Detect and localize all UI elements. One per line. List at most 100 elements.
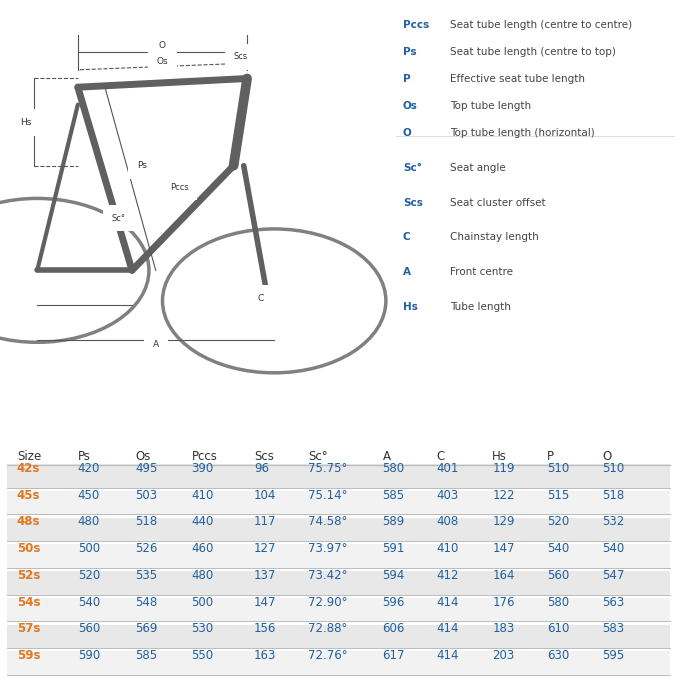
Text: O: O (603, 449, 612, 462)
Text: 606: 606 (383, 622, 405, 635)
Text: 540: 540 (547, 542, 569, 555)
Text: 420: 420 (78, 462, 100, 475)
Text: 594: 594 (383, 569, 405, 582)
Text: Top tube length: Top tube length (450, 101, 531, 111)
Text: 401: 401 (437, 462, 459, 475)
Text: 610: 610 (547, 622, 569, 635)
Text: 560: 560 (547, 569, 569, 582)
Text: 510: 510 (603, 462, 625, 475)
Text: O: O (159, 41, 166, 51)
Text: 520: 520 (547, 515, 569, 528)
Text: 72.76°: 72.76° (308, 649, 348, 662)
Text: 48s: 48s (17, 515, 41, 528)
Text: 595: 595 (603, 649, 625, 662)
Text: 410: 410 (437, 542, 459, 555)
Text: 129: 129 (492, 515, 515, 528)
FancyBboxPatch shape (7, 491, 670, 514)
Text: 460: 460 (192, 542, 214, 555)
Text: 203: 203 (492, 649, 515, 662)
Text: 137: 137 (254, 569, 276, 582)
Text: Seat angle: Seat angle (450, 163, 506, 172)
Text: 580: 580 (383, 462, 405, 475)
Text: Ps: Ps (78, 449, 91, 462)
Text: P: P (547, 449, 554, 462)
FancyBboxPatch shape (7, 571, 670, 594)
Text: 503: 503 (135, 488, 158, 501)
Text: 530: 530 (192, 622, 214, 635)
Text: 72.90°: 72.90° (308, 596, 347, 609)
Text: 585: 585 (135, 649, 158, 662)
Text: P: P (403, 74, 410, 83)
FancyBboxPatch shape (7, 624, 670, 648)
Text: 518: 518 (603, 488, 625, 501)
Text: Seat tube length (centre to centre): Seat tube length (centre to centre) (450, 20, 632, 29)
Text: 147: 147 (254, 596, 276, 609)
Text: 75.75°: 75.75° (308, 462, 347, 475)
FancyBboxPatch shape (7, 464, 670, 488)
Text: 156: 156 (254, 622, 276, 635)
Text: 515: 515 (547, 488, 569, 501)
Text: 440: 440 (192, 515, 214, 528)
Text: 580: 580 (547, 596, 569, 609)
Text: 176: 176 (492, 596, 515, 609)
FancyBboxPatch shape (7, 651, 670, 675)
Text: 412: 412 (437, 569, 459, 582)
Text: 617: 617 (383, 649, 405, 662)
Text: Size: Size (17, 449, 41, 462)
Text: 518: 518 (135, 515, 158, 528)
Text: C: C (437, 449, 445, 462)
Text: 450: 450 (78, 488, 100, 501)
Text: Chainstay length: Chainstay length (450, 233, 539, 242)
Text: 540: 540 (603, 542, 625, 555)
Text: Seat tube length (centre to top): Seat tube length (centre to top) (450, 47, 616, 57)
Text: 414: 414 (437, 649, 459, 662)
Text: 117: 117 (254, 515, 276, 528)
Text: 630: 630 (547, 649, 569, 662)
Text: 596: 596 (383, 596, 405, 609)
FancyBboxPatch shape (7, 518, 670, 541)
Text: Ps: Ps (403, 47, 416, 57)
FancyBboxPatch shape (7, 598, 670, 622)
Text: Scs: Scs (254, 449, 274, 462)
Text: 403: 403 (437, 488, 459, 501)
Text: 560: 560 (78, 622, 100, 635)
Text: O: O (403, 128, 412, 137)
Text: 540: 540 (78, 596, 100, 609)
Text: Scs: Scs (403, 198, 422, 207)
Text: 96: 96 (254, 462, 269, 475)
Text: 408: 408 (437, 515, 459, 528)
Text: 73.42°: 73.42° (308, 569, 347, 582)
Text: 563: 563 (603, 596, 625, 609)
Text: 72.88°: 72.88° (308, 622, 347, 635)
Text: Sc°: Sc° (112, 213, 125, 222)
Text: Ps: Ps (137, 161, 147, 170)
Text: Hs: Hs (20, 118, 31, 127)
Text: 500: 500 (78, 542, 100, 555)
Text: Hs: Hs (403, 302, 418, 312)
Text: C: C (403, 233, 410, 242)
Text: 73.97°: 73.97° (308, 542, 347, 555)
Text: 127: 127 (254, 542, 276, 555)
Text: 480: 480 (78, 515, 100, 528)
Text: C: C (257, 294, 264, 303)
Text: 550: 550 (192, 649, 214, 662)
Text: 410: 410 (192, 488, 214, 501)
Text: Hs: Hs (492, 449, 507, 462)
Text: 414: 414 (437, 596, 459, 609)
Text: 390: 390 (192, 462, 214, 475)
Text: 590: 590 (78, 649, 100, 662)
Text: 548: 548 (135, 596, 158, 609)
Text: 163: 163 (254, 649, 276, 662)
Text: 45s: 45s (17, 488, 41, 501)
Text: 585: 585 (383, 488, 405, 501)
Text: 42s: 42s (17, 462, 41, 475)
Text: Os: Os (403, 101, 418, 111)
Text: 526: 526 (135, 542, 158, 555)
Text: 591: 591 (383, 542, 405, 555)
Text: 535: 535 (135, 569, 158, 582)
Text: A: A (383, 449, 391, 462)
Text: Pccs: Pccs (403, 20, 429, 29)
Text: 183: 183 (492, 622, 515, 635)
Text: 495: 495 (135, 462, 158, 475)
Text: Sc°: Sc° (403, 163, 422, 172)
